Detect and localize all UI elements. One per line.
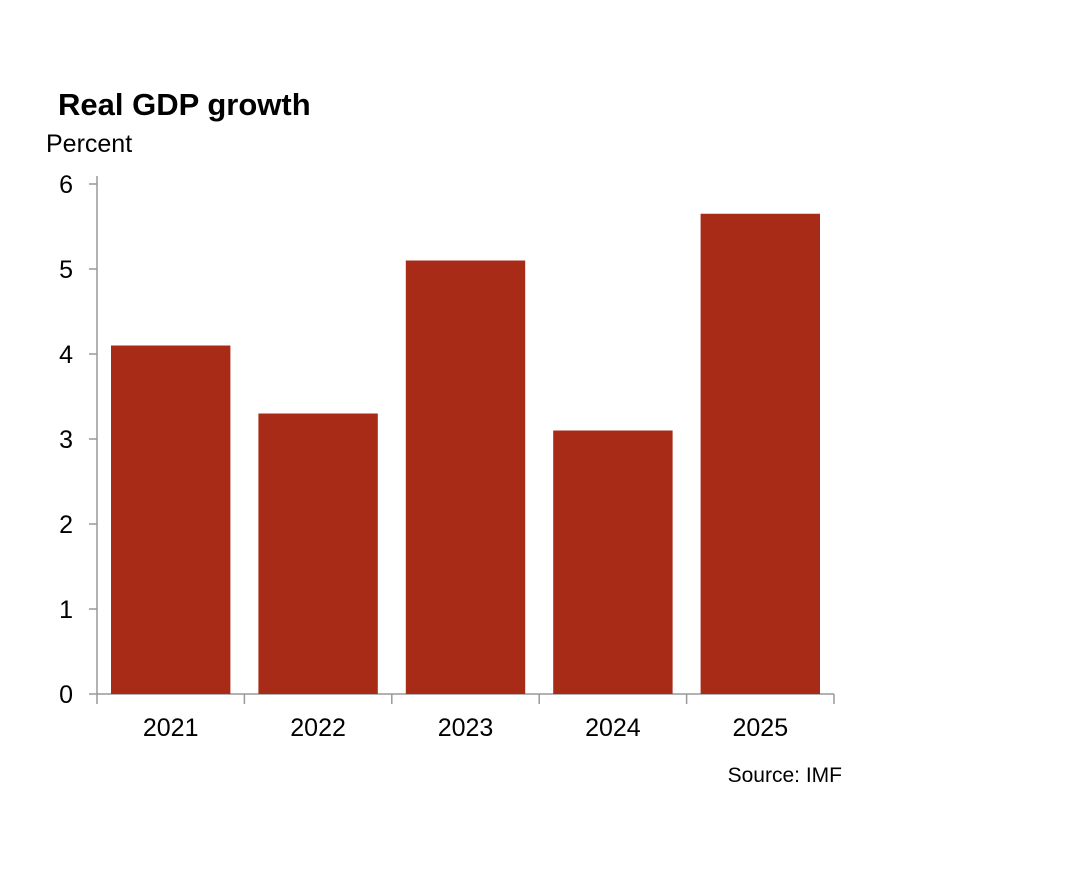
y-tick-label: 4 bbox=[59, 341, 73, 369]
bar-2025 bbox=[700, 213, 820, 694]
x-tick-label: 2023 bbox=[438, 714, 494, 742]
source-note: Source: IMF bbox=[728, 764, 842, 787]
bar-2024 bbox=[553, 430, 673, 694]
x-tick-label: 2024 bbox=[585, 714, 641, 742]
y-tick-label: 1 bbox=[59, 596, 73, 624]
plot-area: 0 1 2 3 4 5 6 2021 2022 2023 2024 2025 bbox=[59, 171, 835, 742]
y-tick-label: 3 bbox=[59, 426, 73, 454]
bar-2023 bbox=[405, 260, 526, 694]
y-tick-label: 0 bbox=[59, 681, 73, 709]
x-tick-label: 2025 bbox=[732, 714, 788, 742]
x-tick-label: 2022 bbox=[290, 714, 346, 742]
bar-2022 bbox=[258, 413, 378, 694]
y-axis-unit-label: Percent bbox=[46, 130, 132, 158]
x-tick-label: 2021 bbox=[143, 714, 199, 742]
y-tick-label: 2 bbox=[59, 511, 73, 539]
chart-title: Real GDP growth bbox=[58, 87, 311, 122]
bar-2021 bbox=[111, 345, 231, 694]
y-tick-label: 6 bbox=[59, 171, 73, 199]
y-tick-label: 5 bbox=[59, 256, 73, 284]
